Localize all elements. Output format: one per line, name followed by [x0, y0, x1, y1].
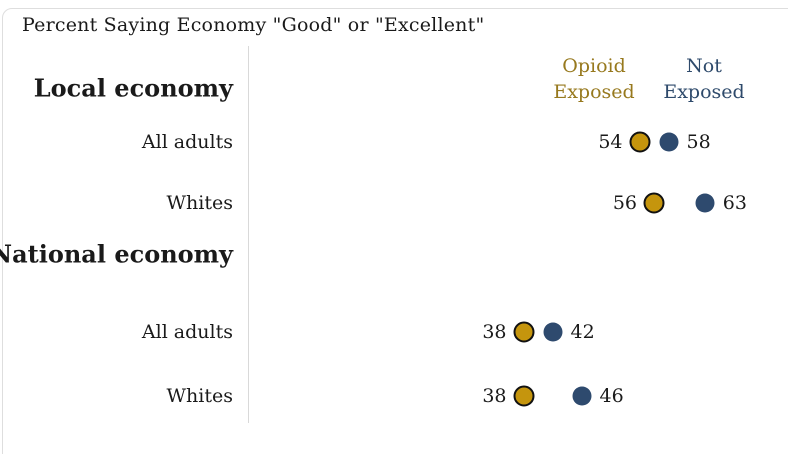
opioid-value: 54 [598, 131, 623, 153]
not-exposed-value: 63 [722, 192, 747, 214]
not-exposed-dot [695, 193, 715, 213]
chart-title: Percent Saying Economy "Good" or "Excell… [22, 14, 485, 36]
opioid-value: 38 [482, 321, 507, 343]
axis-divider-line [248, 46, 249, 423]
legend-opioid-line1: Opioid [562, 55, 626, 77]
not-exposed-value: 58 [686, 131, 711, 153]
legend-opioid-exposed: Opioid Exposed [553, 53, 634, 105]
not-exposed-dot [659, 132, 678, 152]
not-exposed-dot [572, 386, 591, 406]
opioid-dot [513, 385, 534, 407]
group-heading-national-economy: National economy [0, 239, 233, 269]
row-label: Whites [166, 385, 233, 407]
legend-not-exposed: Not Exposed [663, 53, 744, 105]
legend-opioid-line2: Exposed [553, 81, 635, 103]
group-heading-local-economy: Local economy [33, 73, 233, 103]
legend-not-exposed-line1: Not [686, 55, 722, 77]
row-label: All adults [141, 321, 233, 343]
not-exposed-value: 42 [570, 321, 595, 343]
row-label: Whites [166, 192, 233, 214]
opioid-value: 56 [612, 192, 637, 214]
legend-not-exposed-line2: Exposed [663, 81, 745, 103]
row-label: All adults [141, 131, 233, 153]
opioid-dot [643, 192, 665, 214]
opioid-dot [629, 131, 650, 153]
opioid-value: 38 [482, 385, 507, 407]
opioid-dot [513, 321, 534, 343]
not-exposed-value: 46 [599, 385, 624, 407]
not-exposed-dot [543, 322, 562, 342]
